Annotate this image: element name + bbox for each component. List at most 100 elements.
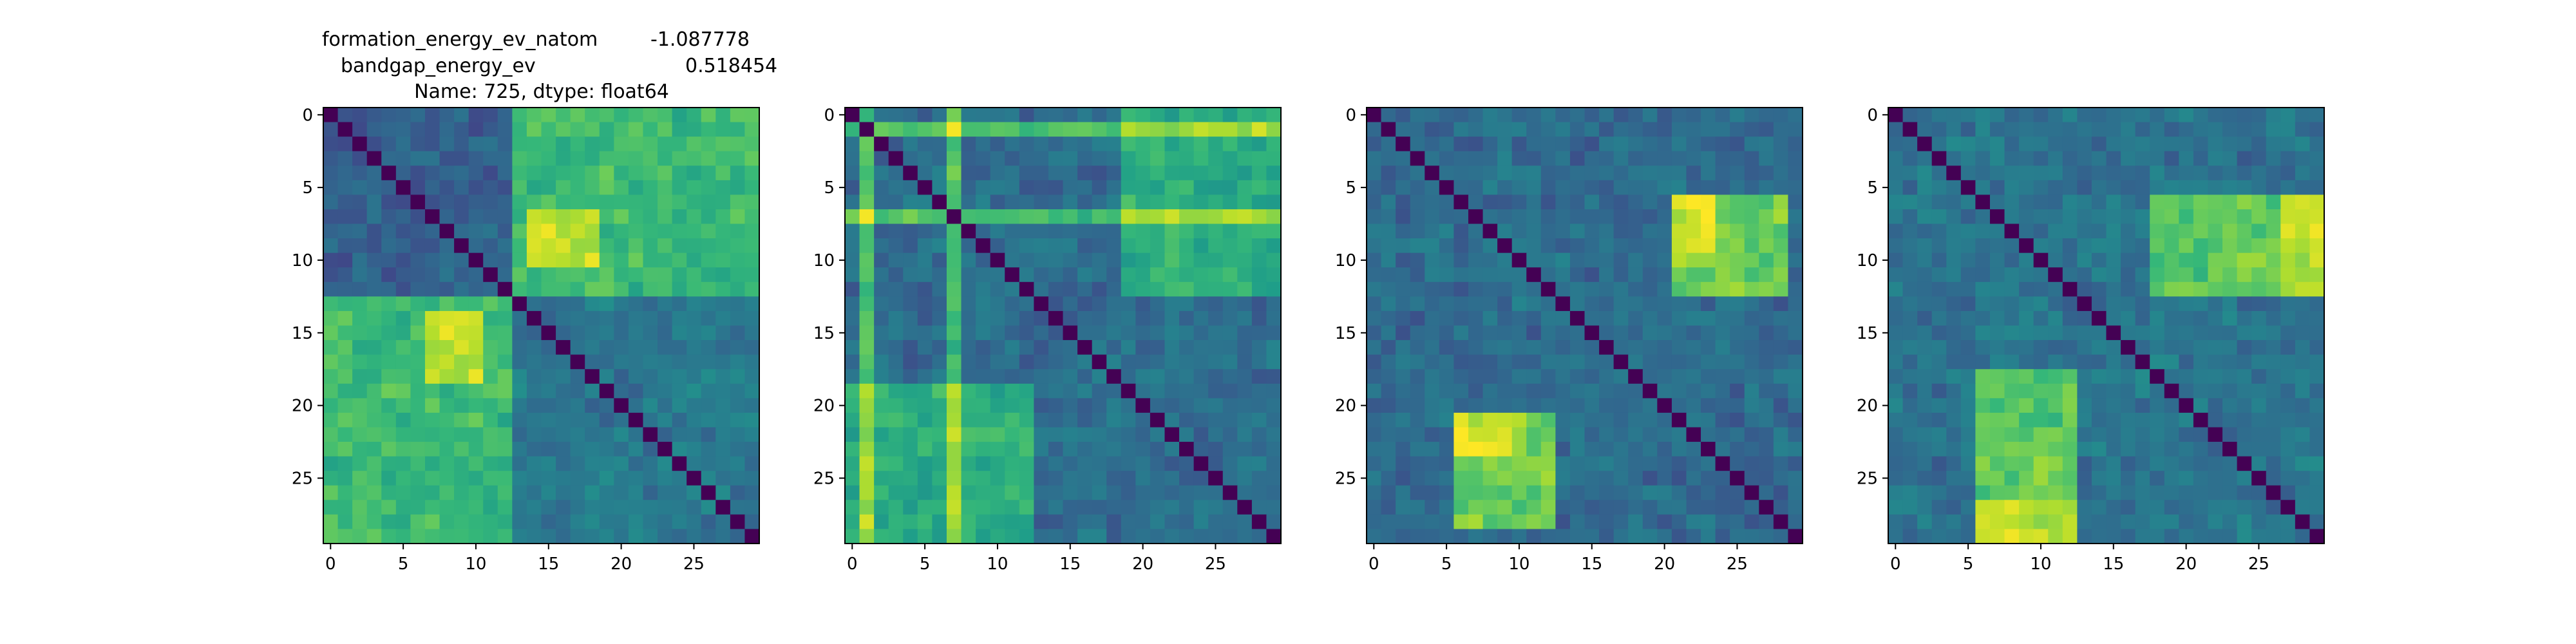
heatmap-cell: [1439, 108, 1454, 123]
heatmap-cell: [2121, 514, 2136, 530]
heatmap-cell: [483, 252, 498, 268]
heatmap-cell: [381, 514, 397, 530]
heatmap-cell: [946, 340, 962, 355]
heatmap-cell: [2077, 398, 2092, 413]
heatmap-cell: [744, 485, 760, 500]
heatmap-cell: [1773, 514, 1789, 530]
heatmap-cell: [1410, 398, 1425, 413]
heatmap-cell: [2121, 122, 2136, 137]
heatmap-cell: [643, 471, 658, 486]
heatmap-cell: [1788, 296, 1803, 312]
heatmap-cell: [1599, 209, 1615, 225]
heatmap-cell: [2266, 209, 2281, 225]
heatmap-cell: [1599, 252, 1615, 268]
heatmap-cell: [2295, 325, 2311, 341]
heatmap-cell: [744, 223, 760, 239]
heatmap-cell: [2222, 383, 2238, 399]
heatmap-cell: [1599, 310, 1615, 327]
heatmap-cell: [599, 529, 614, 544]
heatmap-cell: [888, 267, 904, 283]
heatmap-cell: [730, 166, 746, 181]
heatmap-cell: [1077, 485, 1093, 500]
heatmap-cell: [1569, 340, 1586, 355]
heatmap-cell: [845, 137, 860, 152]
heatmap-cell: [730, 427, 746, 442]
heatmap-cell: [1715, 151, 1730, 166]
heatmap-cell: [1222, 108, 1238, 123]
heatmap-cell: [1005, 223, 1020, 239]
heatmap-cell: [483, 398, 498, 413]
heatmap-cell: [1396, 383, 1411, 399]
heatmap-cell: [2150, 354, 2165, 370]
heatmap-cell: [917, 485, 933, 500]
heatmap-cell: [2135, 340, 2150, 355]
heatmap-cell: [1034, 209, 1049, 225]
heatmap-cell: [976, 194, 991, 210]
heatmap-cell: [2179, 296, 2194, 312]
heatmap-cell: [1773, 194, 1789, 210]
heatmap-cell: [1917, 529, 1933, 544]
heatmap-cell: [1759, 456, 1774, 471]
heatmap-cell: [2237, 267, 2252, 283]
heatmap-cell: [2077, 296, 2092, 312]
heatmap-cell: [366, 383, 382, 399]
heatmap-cell: [1092, 296, 1107, 312]
heatmap-cell: [903, 354, 918, 370]
heatmap-cell: [2222, 108, 2238, 123]
heatmap-cell: [570, 194, 585, 210]
heatmap-cell: [1628, 267, 1643, 283]
heatmap-cell: [410, 383, 426, 399]
heatmap-cell: [2077, 252, 2092, 268]
heatmap-cell: [1222, 514, 1238, 530]
heatmap-cell: [946, 325, 962, 341]
heatmap-cell: [1555, 325, 1571, 341]
heatmap-cell: [1989, 325, 2005, 341]
heatmap-cell: [946, 151, 962, 166]
heatmap-cell: [859, 267, 875, 283]
heatmap-cell: [1034, 122, 1049, 137]
heatmap-cell: [2077, 354, 2092, 370]
heatmap-cell: [497, 108, 513, 123]
heatmap-cell: [323, 296, 339, 312]
heatmap-cell: [395, 398, 411, 413]
heatmap-cell: [497, 151, 513, 166]
heatmap-cell: [1222, 296, 1238, 312]
heatmap-cell: [2251, 471, 2267, 486]
heatmap-cell: [658, 223, 673, 239]
heatmap-cell: [628, 194, 644, 210]
heatmap-cell: [1497, 514, 1513, 530]
heatmap-cell: [1975, 427, 1991, 442]
heatmap-cell: [2222, 223, 2238, 239]
heatmap-cell: [1077, 238, 1093, 254]
heatmap-cell: [2135, 267, 2150, 283]
heatmap-cell: [961, 529, 976, 544]
heatmap-cell: [672, 151, 687, 166]
heatmap-cell: [1511, 252, 1527, 268]
heatmap-cell: [1092, 383, 1107, 399]
heatmap-cell: [730, 500, 746, 515]
heatmap-cell: [1063, 369, 1078, 384]
heatmap-cell: [1759, 514, 1774, 530]
heatmap-cell: [643, 166, 658, 181]
y-tick-label: 5: [824, 178, 835, 198]
heatmap-cell: [845, 180, 860, 195]
heatmap-cell: [2019, 252, 2034, 268]
heatmap-cell: [1454, 369, 1469, 384]
heatmap-cell: [658, 529, 673, 544]
heatmap-cell: [1540, 325, 1556, 341]
heatmap-cell: [1902, 238, 1918, 254]
heatmap-cell: [976, 514, 991, 530]
heatmap-cell: [2048, 194, 2063, 210]
heatmap-cell: [1946, 485, 1962, 500]
heatmap-cell: [1381, 122, 1396, 137]
heatmap-cell: [1975, 137, 1991, 152]
heatmap-cell: [730, 108, 746, 123]
heatmap-cell: [1642, 412, 1658, 428]
heatmap-cell: [1960, 310, 1976, 327]
heatmap-cell: [2106, 194, 2121, 210]
heatmap-cell: [1425, 369, 1440, 384]
heatmap-cell: [1048, 514, 1064, 530]
heatmap-cell: [1759, 340, 1774, 355]
heatmap-cell: [424, 383, 440, 399]
heatmap-cell: [1164, 194, 1180, 210]
